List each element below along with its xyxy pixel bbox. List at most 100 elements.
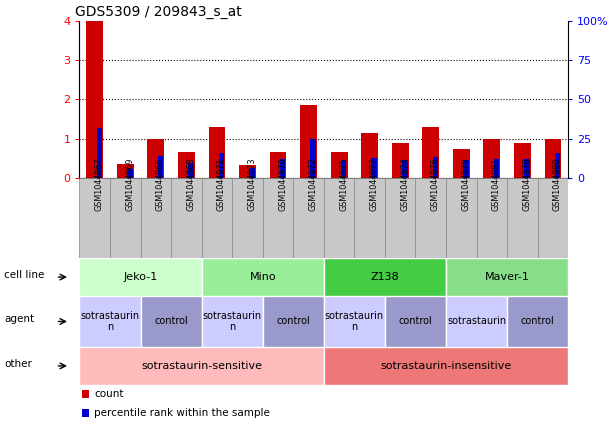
Text: control: control [276, 316, 310, 327]
Text: GSM1044974: GSM1044974 [400, 157, 409, 211]
Text: percentile rank within the sample: percentile rank within the sample [94, 408, 270, 418]
Text: Z138: Z138 [370, 272, 400, 282]
Bar [110, 178, 141, 258]
Bar [507, 296, 568, 347]
Text: sotrastaurin-insensitive: sotrastaurin-insensitive [381, 361, 511, 371]
Bar [202, 258, 324, 296]
Bar [293, 178, 324, 258]
Bar [310, 139, 316, 178]
Text: GDS5309 / 209843_s_at: GDS5309 / 209843_s_at [75, 5, 241, 19]
Bar [178, 152, 195, 178]
Bar [555, 154, 560, 178]
Bar [202, 296, 263, 347]
Text: GSM1044980: GSM1044980 [553, 157, 562, 211]
Bar [514, 143, 531, 178]
Bar [354, 178, 385, 258]
Bar [463, 160, 469, 178]
Text: GSM1044978: GSM1044978 [522, 157, 532, 211]
Bar [249, 168, 255, 178]
Text: agent: agent [4, 314, 34, 324]
Bar [86, 21, 103, 178]
Bar [422, 127, 439, 178]
Bar [494, 159, 499, 178]
Text: GSM1044969: GSM1044969 [125, 157, 134, 211]
Bar [446, 178, 477, 258]
Bar [158, 156, 163, 178]
Bar [538, 178, 568, 258]
Text: GSM1044971: GSM1044971 [217, 157, 226, 211]
Bar [82, 390, 89, 398]
Bar [324, 296, 385, 347]
Text: sotrastaurin
n: sotrastaurin n [203, 310, 262, 332]
Bar [446, 258, 568, 296]
Bar [239, 165, 256, 178]
Text: control: control [154, 316, 188, 327]
Text: GSM1044976: GSM1044976 [431, 157, 440, 211]
Bar [171, 178, 202, 258]
Text: control: control [398, 316, 433, 327]
Bar [324, 258, 446, 296]
Text: other: other [4, 359, 32, 369]
Text: GSM1044973: GSM1044973 [247, 157, 257, 211]
Bar [79, 178, 110, 258]
Bar [269, 152, 287, 178]
Bar [392, 143, 409, 178]
Bar [361, 133, 378, 178]
Text: GSM1044979: GSM1044979 [461, 157, 470, 211]
Bar [232, 178, 263, 258]
Bar [79, 258, 202, 296]
Bar [453, 149, 470, 178]
Bar [97, 128, 102, 178]
Bar [524, 159, 530, 178]
Bar [79, 296, 141, 347]
Text: GSM1044981: GSM1044981 [492, 157, 501, 211]
Text: Maver-1: Maver-1 [485, 272, 530, 282]
Bar [415, 178, 446, 258]
Bar [324, 347, 568, 385]
Text: sotrastaurin-sensitive: sotrastaurin-sensitive [141, 361, 262, 371]
Text: GSM1044966: GSM1044966 [156, 157, 165, 211]
Bar [117, 164, 134, 178]
Text: cell line: cell line [4, 270, 45, 280]
Bar [188, 163, 194, 178]
Bar [263, 178, 293, 258]
Bar [147, 139, 164, 178]
Text: sotrastaurin
n: sotrastaurin n [325, 310, 384, 332]
Bar [544, 139, 562, 178]
Bar [477, 178, 507, 258]
Bar [371, 158, 377, 178]
Bar [483, 139, 500, 178]
Bar [82, 409, 89, 417]
Bar [507, 178, 538, 258]
Text: count: count [94, 389, 123, 399]
Bar [331, 152, 348, 178]
Bar [402, 160, 408, 178]
Bar [141, 296, 202, 347]
Text: GSM1044967: GSM1044967 [95, 157, 104, 211]
Text: control: control [521, 316, 555, 327]
Text: sotrastaurin
n: sotrastaurin n [81, 310, 139, 332]
Bar [141, 178, 171, 258]
Bar [79, 347, 324, 385]
Bar [208, 127, 225, 178]
Bar [280, 159, 285, 178]
Bar [446, 296, 507, 347]
Text: GSM1044968: GSM1044968 [186, 157, 196, 211]
Text: Mino: Mino [249, 272, 276, 282]
Bar [300, 105, 317, 178]
Bar [263, 296, 324, 347]
Text: GSM1044970: GSM1044970 [278, 157, 287, 211]
Text: GSM1044977: GSM1044977 [370, 157, 379, 211]
Bar [324, 178, 354, 258]
Text: GSM1044972: GSM1044972 [309, 157, 318, 211]
Bar [219, 154, 224, 178]
Text: Jeko-1: Jeko-1 [123, 272, 158, 282]
Bar [202, 178, 232, 258]
Bar [385, 296, 446, 347]
Bar [433, 157, 438, 178]
Text: GSM1044975: GSM1044975 [339, 157, 348, 211]
Bar [341, 160, 346, 178]
Bar [127, 169, 133, 178]
Bar [385, 178, 415, 258]
Text: sotrastaurin: sotrastaurin [447, 316, 506, 327]
